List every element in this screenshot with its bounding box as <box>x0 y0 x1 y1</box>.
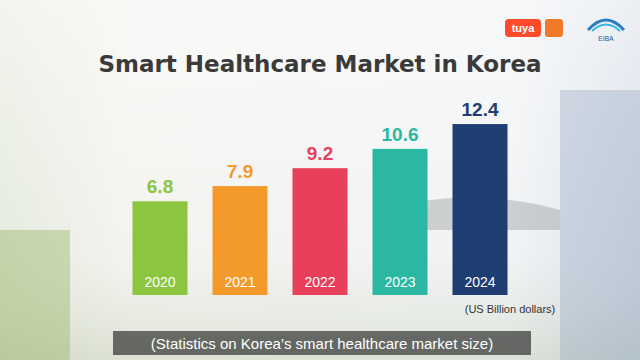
stage: Smart Healthcare Market in Korea 6.8 2020 7… <box>0 0 640 360</box>
logo-small <box>545 19 563 37</box>
bar <box>293 168 348 295</box>
y-axis-line <box>120 102 121 295</box>
logo-eiba-text: EiBA <box>598 35 614 42</box>
labels: 6.8 2020 7.9 2021 9.2 2022 10.6 2023 12.4 2024 <box>144 99 498 290</box>
data-label: 7.9 <box>227 161 253 182</box>
unit-label: (US Billion dollars) <box>465 303 555 315</box>
data-label: 9.2 <box>307 143 333 164</box>
logo-eiba-arc2 <box>592 25 620 32</box>
bars <box>133 124 508 295</box>
bar <box>133 201 188 295</box>
caption-box <box>113 331 531 355</box>
data-label: 12.4 <box>462 99 499 120</box>
category-label: 2022 <box>304 274 335 290</box>
data-label: 10.6 <box>382 124 419 145</box>
logo-tuya-text: tuya <box>512 22 536 34</box>
category-label: 2024 <box>464 274 495 290</box>
category-label: 2021 <box>224 274 255 290</box>
background-building <box>560 90 640 360</box>
logo-tuya <box>505 19 541 37</box>
bar <box>373 149 428 295</box>
data-label: 6.8 <box>147 176 173 197</box>
logo-eiba-arc <box>588 20 624 30</box>
category-label: 2020 <box>144 274 175 290</box>
category-label: 2023 <box>384 274 415 290</box>
bar <box>453 124 508 295</box>
background-wash <box>0 0 640 360</box>
chart: Smart Healthcare Market in Korea 6.8 2020 7… <box>0 0 640 360</box>
background-foliage <box>0 230 70 360</box>
background <box>0 0 640 360</box>
caption: (Statistics on Korea’s smart healthcare … <box>151 335 493 352</box>
bar <box>213 186 268 295</box>
title: Smart Healthcare Market in Korea <box>98 51 541 77</box>
